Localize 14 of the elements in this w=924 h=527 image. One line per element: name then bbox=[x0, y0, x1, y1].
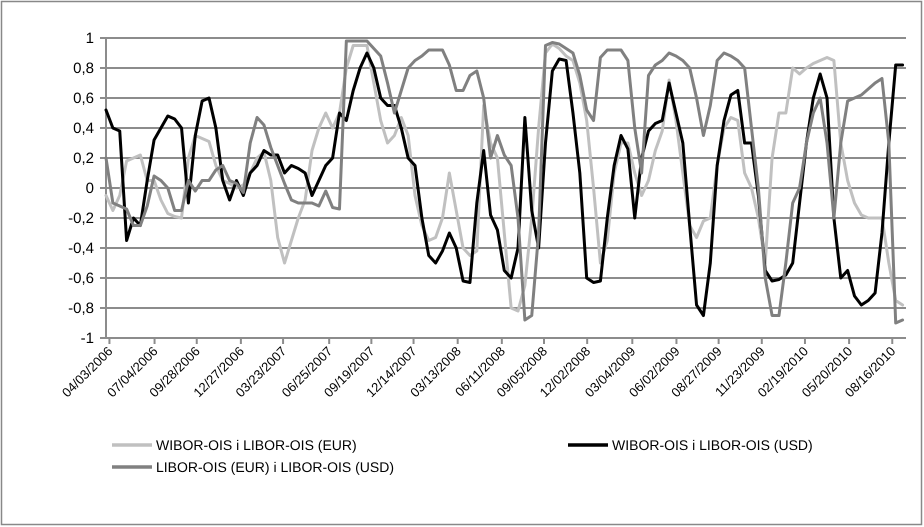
y-tick-label: 1 bbox=[86, 30, 94, 47]
legend-label: WIBOR-OIS i LIBOR-OIS (USD) bbox=[612, 437, 813, 453]
y-tick-label: -0,6 bbox=[68, 270, 94, 287]
y-tick-label: 0,8 bbox=[73, 60, 94, 77]
y-tick-label: 0,4 bbox=[73, 120, 94, 137]
y-tick-label: 0 bbox=[86, 180, 94, 197]
y-tick-label: -0,2 bbox=[68, 210, 94, 227]
y-tick-label: 0,2 bbox=[73, 150, 94, 167]
y-tick-label: 0,6 bbox=[73, 90, 94, 107]
y-tick-label: -0,8 bbox=[68, 300, 94, 317]
y-tick-label: -1 bbox=[80, 330, 94, 347]
y-tick-label: -0,4 bbox=[68, 240, 94, 257]
legend-label: WIBOR-OIS i LIBOR-OIS (EUR) bbox=[156, 437, 357, 453]
legend-label: LIBOR-OIS (EUR) i LIBOR-OIS (USD) bbox=[156, 459, 394, 475]
